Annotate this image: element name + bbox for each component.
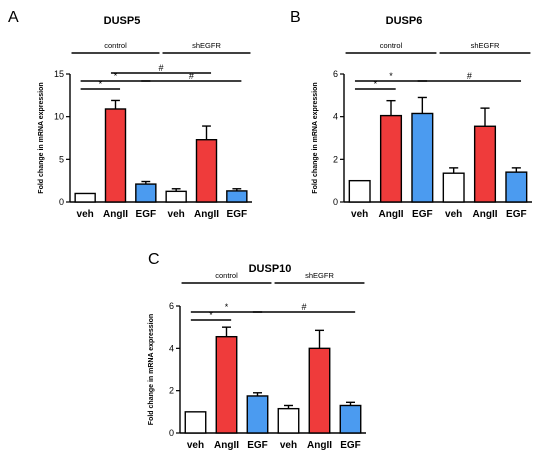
y-tick-label: 0 xyxy=(169,428,174,438)
y-tick-label: 4 xyxy=(169,343,174,353)
y-axis-label: Fold change in mRNA expression xyxy=(312,82,319,193)
group-label: control xyxy=(215,271,238,280)
y-tick-label: 0 xyxy=(59,197,64,207)
chart-panel-b: B DUSP6 Fold change in mRNA expression 0 2 4 6… xyxy=(290,9,532,220)
bar-egf xyxy=(505,171,528,203)
y-tick-label: 10 xyxy=(54,112,64,122)
x-tick-label: EGF xyxy=(340,440,361,451)
y-tick-label: 2 xyxy=(169,386,174,396)
panel-letter: A xyxy=(8,9,19,26)
significance-label: * xyxy=(225,302,229,312)
chart-title: DUSP6 xyxy=(386,15,423,27)
x-tick-label: AngII xyxy=(194,209,219,220)
x-tick-label: AngII xyxy=(473,209,498,220)
bar-egf xyxy=(246,395,269,434)
x-tick-label: EGF xyxy=(247,440,268,451)
bar-egf xyxy=(226,190,248,203)
x-tick-label: veh xyxy=(77,209,94,220)
x-tick-label: AngII xyxy=(103,209,128,220)
y-axis-label: Fold change in mRNA expression xyxy=(148,314,155,425)
bar-angii xyxy=(104,108,127,203)
significance-label: # xyxy=(189,71,194,81)
x-tick-label: AngII xyxy=(214,440,239,451)
chart-panel-a: A DUSP5 Fold change in mRNA expression 0 5 10… xyxy=(8,9,252,220)
significance-label: # xyxy=(158,63,163,73)
chart-title: DUSP5 xyxy=(104,15,141,27)
y-tick-label: 4 xyxy=(333,112,338,122)
x-tick-label: EGF xyxy=(506,209,527,220)
x-tick-label: veh xyxy=(351,209,368,220)
x-tick-label: veh xyxy=(168,209,185,220)
group-label: shEGFR xyxy=(305,271,334,280)
y-tick-label: 6 xyxy=(333,69,338,79)
y-tick-label: 15 xyxy=(54,69,64,79)
x-tick-label: EGF xyxy=(136,209,157,220)
bar-veh xyxy=(184,411,207,434)
chart-panel-c: C DUSP10 Fold change in mRNA expression 0 2 4… xyxy=(148,251,366,451)
bar-veh xyxy=(348,179,371,203)
y-axis-label: Fold change in mRNA expression xyxy=(38,82,45,193)
significance-label: * xyxy=(99,79,103,89)
bar-egf xyxy=(411,112,434,203)
x-tick-label: EGF xyxy=(412,209,433,220)
x-tick-label: veh xyxy=(280,440,297,451)
y-tick-label: 2 xyxy=(333,154,338,164)
significance-label: * xyxy=(209,310,213,320)
significance-label: # xyxy=(301,302,306,312)
bar-veh xyxy=(277,407,300,434)
panel-letter: B xyxy=(290,9,301,26)
x-tick-label: veh xyxy=(187,440,204,451)
bar-angii xyxy=(308,347,331,434)
bar-angii xyxy=(215,335,238,434)
x-tick-label: veh xyxy=(445,209,462,220)
y-tick-label: 0 xyxy=(333,197,338,207)
group-label: shEGFR xyxy=(192,41,221,50)
significance-label: # xyxy=(467,71,472,81)
significance-label: * xyxy=(389,71,393,81)
x-tick-label: AngII xyxy=(379,209,404,220)
x-tick-label: AngII xyxy=(307,440,332,451)
bar-angii xyxy=(473,125,497,203)
group-label: control xyxy=(104,41,127,50)
bar-egf xyxy=(135,183,157,203)
bar-veh xyxy=(74,192,96,203)
significance-label: * xyxy=(114,71,118,81)
x-tick-label: EGF xyxy=(227,209,248,220)
significance-label: * xyxy=(374,79,378,89)
y-tick-label: 5 xyxy=(59,154,64,164)
bar-angii xyxy=(195,139,218,203)
panel-letter: C xyxy=(148,251,160,268)
chart-title: DUSP10 xyxy=(249,263,292,275)
y-tick-label: 6 xyxy=(169,301,174,311)
bar-egf xyxy=(339,404,362,434)
group-label: shEGFR xyxy=(471,41,500,50)
bar-veh xyxy=(165,190,187,203)
bar-angii xyxy=(379,114,403,203)
bar-veh xyxy=(442,172,465,203)
group-label: control xyxy=(380,41,403,50)
